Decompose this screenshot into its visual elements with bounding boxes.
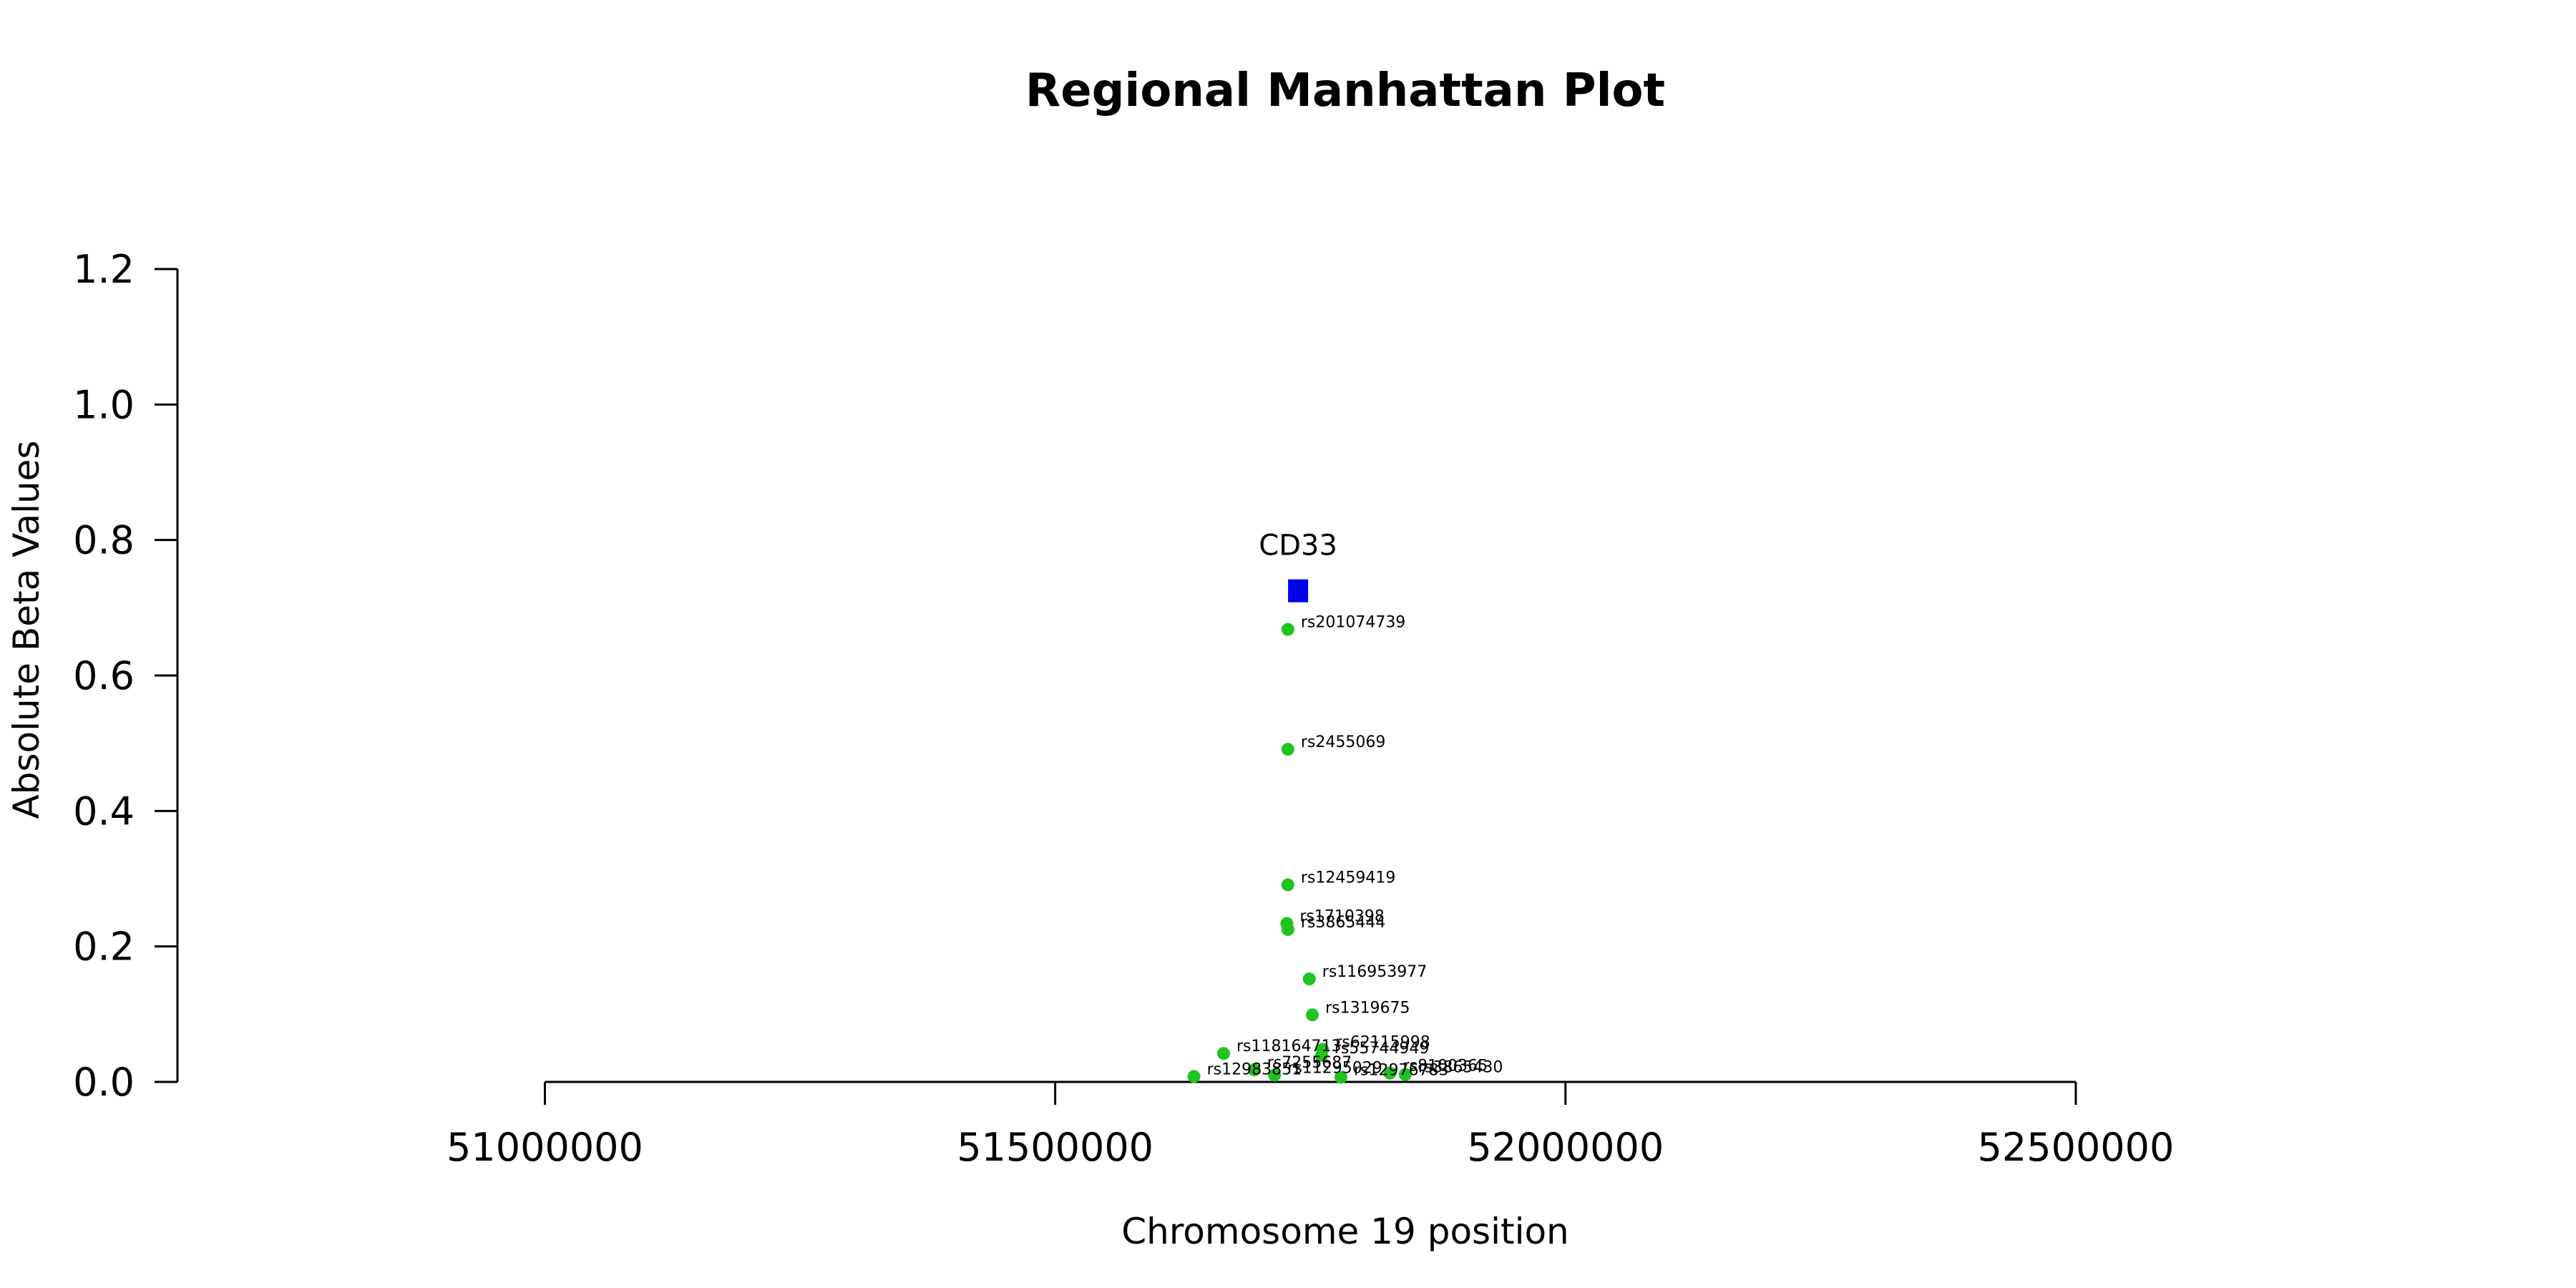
x-axis: 51000000 51500000 52000000 52500000 (447, 1080, 2175, 1170)
y-tick-label: 0.6 (73, 653, 135, 698)
points-layer (1187, 579, 1412, 1084)
snp-point (1281, 923, 1294, 936)
snp-point (1335, 1070, 1347, 1084)
snp-label: rs201074739 (1301, 614, 1405, 632)
snp-point (1306, 1008, 1319, 1022)
x-tick-label: 52500000 (1978, 1125, 2175, 1170)
snp-point (1281, 623, 1294, 636)
gene-marker (1288, 579, 1309, 602)
gene-label: CD33 (1259, 530, 1337, 562)
chart-title: Regional Manhattan Plot (1025, 64, 1665, 117)
snp-label: rs1710398 (1299, 907, 1385, 925)
snp-label: rs116953977 (1322, 963, 1427, 981)
snp-point (1281, 743, 1294, 756)
snp-point (1247, 1063, 1261, 1076)
y-tick-label: 0.0 (73, 1060, 135, 1105)
y-tick-label: 0.2 (73, 924, 135, 970)
snp-label: rs1319675 (1325, 999, 1410, 1017)
snp-label: rs55744949 (1335, 1040, 1429, 1058)
x-tick-label: 51000000 (447, 1125, 643, 1170)
x-axis-title: Chromosome 19 position (1121, 1211, 1569, 1252)
snp-label: rs3865444 (1301, 914, 1386, 932)
snp-label: rs7255687 (1267, 1054, 1352, 1072)
snp-label: rs118164713 (1236, 1038, 1341, 1055)
point-labels-layer: CD33 rs201074739 rs2455069 rs12459419 rs1710… (1207, 530, 1503, 1080)
snp-point (1314, 1049, 1328, 1063)
y-tick-label: 1.0 (73, 382, 135, 427)
snp-label: rs62115998 (1335, 1034, 1430, 1052)
y-axis-title: Absolute Beta Values (6, 441, 47, 819)
snp-label: rs8100365 (1402, 1058, 1488, 1075)
y-tick-label: 0.8 (73, 518, 135, 563)
snp-point (1216, 1047, 1230, 1060)
snp-label: rs12983851 (1207, 1060, 1302, 1078)
x-tick-label: 52000000 (1467, 1125, 1664, 1170)
y-axis: 0.0 0.2 0.4 0.6 0.8 1.0 1.2 (73, 247, 179, 1105)
snp-point (1398, 1068, 1412, 1081)
y-tick-label: 1.2 (73, 247, 135, 292)
snp-label: rs11295029 (1287, 1060, 1382, 1078)
y-tick-label: 0.4 (73, 789, 135, 834)
snp-point (1383, 1066, 1397, 1080)
snp-label: rs12459419 (1301, 869, 1395, 887)
snp-label: rs12976783 (1354, 1061, 1448, 1079)
snp-label: rs2455069 (1301, 733, 1386, 751)
snp-point (1187, 1070, 1201, 1083)
snp-label: rs3865430 (1418, 1059, 1503, 1077)
x-tick-label: 51500000 (957, 1125, 1153, 1170)
snp-point (1281, 878, 1294, 892)
snp-point (1268, 1068, 1282, 1082)
snp-point (1302, 972, 1316, 986)
